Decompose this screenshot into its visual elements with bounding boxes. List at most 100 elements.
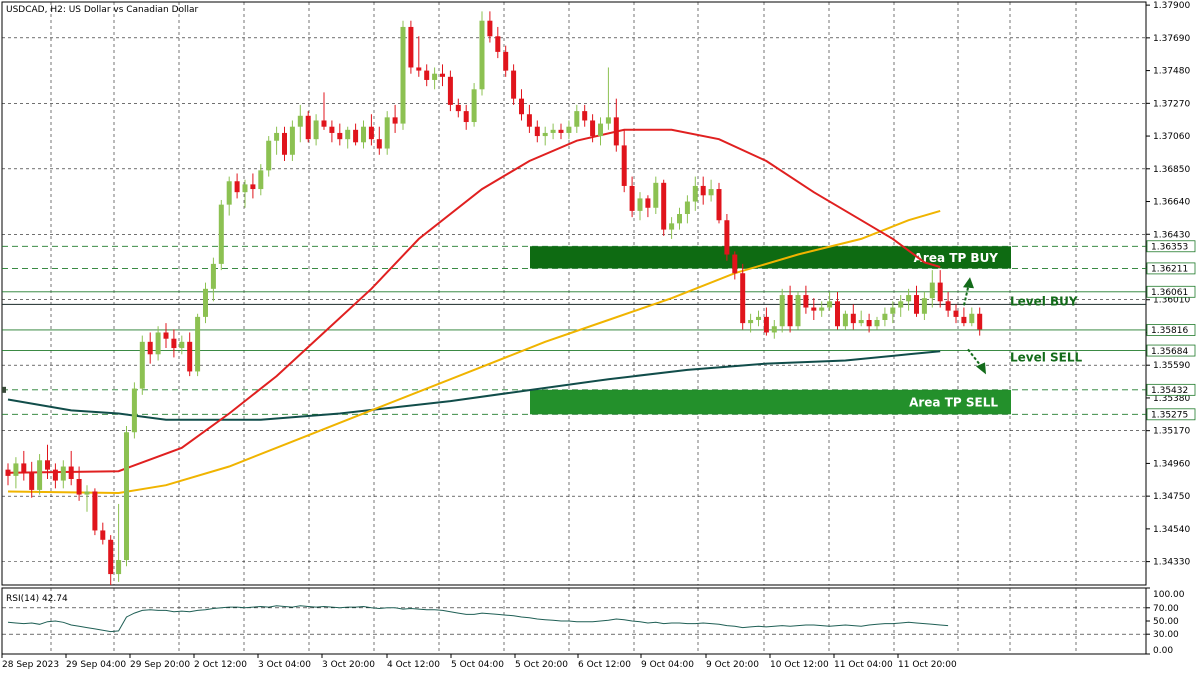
candle-body (550, 129, 556, 133)
candle-body (266, 140, 272, 171)
candle-body (440, 73, 445, 77)
price-tag-label: 1.35816 (1151, 326, 1188, 336)
candle-body (835, 301, 840, 327)
y-tick-label: 1.37270 (1153, 99, 1190, 109)
x-tick-label: 10 Oct 12:00 (770, 660, 829, 670)
candle-body (416, 67, 422, 71)
rsi-tick-label: 70.00 (1153, 604, 1179, 614)
candle-body (329, 126, 335, 133)
candle-body (76, 479, 82, 495)
rsi-line (7, 605, 949, 633)
rsi-tick-label: 100.00 (1153, 590, 1185, 600)
ma-mid-line (7, 209, 941, 495)
x-tick-label: 5 Oct 20:00 (515, 660, 568, 670)
candle-body (353, 129, 359, 143)
ma-fast-line (7, 128, 941, 474)
candle-body (432, 73, 438, 80)
candle-body (850, 313, 856, 324)
arrow-up-icon (963, 283, 970, 306)
candle-body (748, 320, 754, 324)
candle-body (519, 98, 524, 115)
candle-body (866, 320, 872, 327)
candle-body (226, 181, 232, 205)
tp-sell-zone-label: Area TP SELL (909, 396, 998, 410)
y-tick-label: 1.36430 (1153, 230, 1190, 240)
candle-body (882, 313, 888, 320)
candle-body (542, 132, 548, 137)
candle-body (447, 76, 453, 105)
candle-body (479, 20, 485, 90)
candle-body (305, 115, 311, 140)
candle-body (953, 310, 959, 317)
candle-body (282, 132, 287, 155)
candle-body (108, 539, 114, 575)
candle-body (921, 298, 927, 314)
level-sell-label: Level SELL (1010, 350, 1083, 364)
candle-body (677, 214, 682, 224)
price-tag-box (1146, 344, 1196, 357)
candle-body (819, 307, 825, 311)
x-tick-label: 2 Oct 12:00 (194, 660, 247, 670)
candle-body (313, 120, 319, 140)
candle-body (842, 313, 848, 327)
candle-body (716, 189, 722, 221)
candle-body (29, 472, 35, 490)
arrow-up-head-icon (963, 277, 974, 289)
candle-body (937, 282, 943, 302)
y-tick-label: 1.37060 (1153, 132, 1190, 142)
candle-body (60, 466, 66, 481)
left-marker (2, 386, 6, 393)
candle-body (929, 282, 935, 299)
level-buy-label: Level BUY (1010, 294, 1078, 308)
candle-body (605, 117, 611, 124)
candle-body (566, 126, 572, 133)
candle-body (361, 126, 366, 143)
arrow-down-icon (967, 348, 983, 369)
x-tick-label: 4 Oct 12:00 (387, 660, 440, 670)
tp-buy-zone-label: Area TP BUY (914, 251, 999, 265)
candle-body (100, 530, 106, 540)
price-tag-box (1146, 408, 1196, 421)
price-tag-label: 1.35275 (1151, 411, 1188, 421)
candle-body (337, 132, 343, 140)
candle-body (345, 129, 351, 140)
candle-body (661, 182, 667, 230)
price-tag-label: 1.36211 (1151, 265, 1188, 275)
candle-body (598, 123, 603, 137)
candle-body (274, 132, 280, 141)
x-tick-label: 5 Oct 04:00 (451, 660, 504, 670)
y-tick-label: 1.34750 (1153, 492, 1190, 502)
candle-body (874, 320, 880, 327)
candle-body (289, 126, 295, 155)
candle-body (84, 491, 90, 495)
tp-buy-zone (530, 246, 1011, 269)
candle-body (368, 126, 374, 140)
candle-body (740, 273, 746, 324)
x-tick-label: 28 Sep 2023 (2, 660, 59, 670)
x-tick-label: 11 Oct 20:00 (898, 660, 957, 670)
candle-body (534, 126, 540, 137)
candle-body (961, 316, 967, 324)
candle-body (13, 463, 19, 476)
y-tick-label: 1.36010 (1153, 296, 1190, 306)
candle-body (384, 117, 390, 149)
candle-body (645, 198, 651, 208)
candle-body (511, 70, 517, 99)
candle-body (242, 184, 248, 193)
candle-body (811, 307, 817, 311)
candle-body (376, 139, 382, 149)
price-tag-box (1146, 262, 1196, 275)
y-tick-label: 1.35590 (1153, 361, 1190, 371)
y-tick-label: 1.36850 (1153, 165, 1190, 175)
rsi-title: RSI(14) 42.74 (6, 594, 68, 604)
candle-body (218, 204, 224, 264)
x-tick-label: 9 Oct 04:00 (641, 660, 694, 670)
price-tag-box (1146, 285, 1196, 298)
candle-body (945, 301, 951, 311)
x-tick-label: 3 Oct 04:00 (258, 660, 311, 670)
candle-body (37, 460, 43, 490)
candle-body (898, 301, 904, 308)
y-tick-label: 1.37900 (1153, 1, 1190, 11)
price-tag-label: 1.36061 (1151, 288, 1188, 298)
